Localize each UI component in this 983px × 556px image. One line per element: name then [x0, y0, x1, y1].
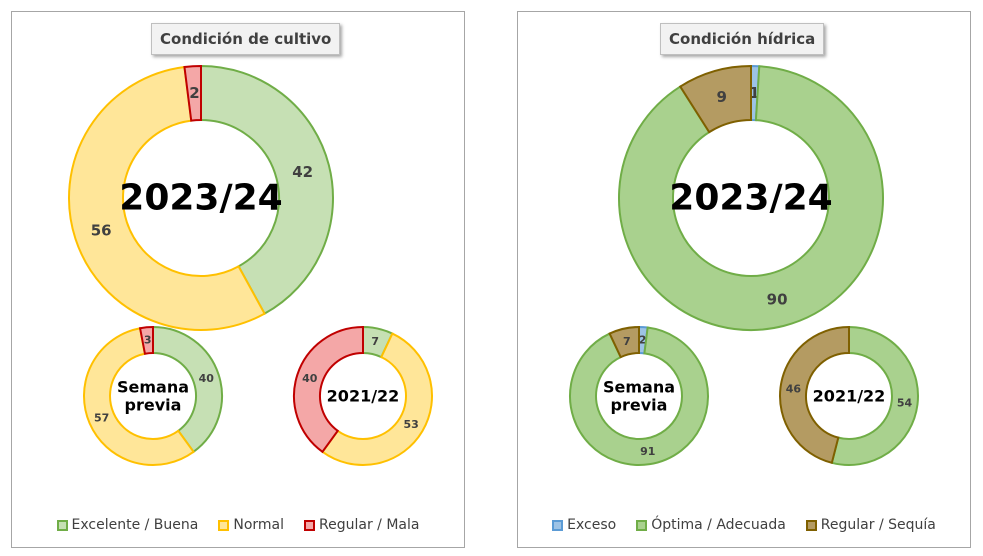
crop-legend-item-2: Normal — [218, 517, 284, 533]
crop-2023-24-slice-1 — [200, 64, 334, 316]
crop-2021-22-value-label-2: 53 — [404, 418, 419, 431]
crop-2021-22-donut: 7 53 40 2021/22 — [293, 325, 433, 466]
crop-semana-previa-slice-2 — [83, 327, 195, 466]
water-semana-previa-donut: 2 91 7 Semana previa — [569, 325, 709, 466]
crop-legend-swatch-2 — [218, 519, 230, 531]
crop-legend-swatch-3 — [304, 519, 316, 531]
crop-semana-previa-value-label-2: 57 — [94, 412, 109, 425]
crop-2021-22-slice-3 — [293, 325, 364, 454]
crop-2023-24-value-label-2: 56 — [91, 221, 112, 239]
water-panel-title: Condición hídrica — [660, 23, 825, 55]
water-semana-previa-value-label-2: 91 — [640, 445, 655, 458]
water-2021-22-value-label-2: 54 — [897, 397, 913, 410]
water-legend-label-2: Óptima / Adecuada — [651, 517, 786, 533]
crop-2023-24-slice-3 — [183, 64, 202, 122]
water-2023-24-center-label: 2023/24 — [669, 178, 832, 219]
water-2023-24-slice-2 — [618, 65, 884, 331]
water-legend-swatch-1 — [552, 519, 564, 531]
crop-2023-24-donut: 42 56 2 2023/24 — [68, 64, 334, 331]
water-semana-previa-slice-3 — [608, 325, 640, 359]
crop-legend-item-1: Excelente / Buena — [56, 517, 199, 533]
crop-legend-label-1: Excelente / Buena — [71, 517, 199, 533]
water-legend-swatch-2 — [636, 519, 648, 531]
water-legend-item-3: Regular / Sequía — [805, 517, 936, 533]
crop-semana-previa-slice-3 — [138, 325, 154, 355]
crop-semana-previa-donut: 40 57 3 Semana previa — [83, 325, 223, 466]
crop-semana-previa-center-label: Semana previa — [117, 377, 189, 414]
crop-2023-24-center-label: 2023/24 — [119, 178, 282, 219]
crop-donut-charts: 42 56 2 2023/24 40 57 3 Semana previa 7 53 40 2021/2… — [68, 64, 433, 466]
crop-2021-22-value-label-3: 40 — [302, 372, 318, 385]
water-2021-22-value-label-3: 46 — [786, 382, 802, 395]
crop-condition-panel: Condición de cultivo 42 56 2 2023/24 40 57 3 Se… — [11, 11, 465, 548]
water-2023-24-donut: 1 90 9 2023/24 — [618, 64, 884, 331]
crop-semana-previa-value-label-1: 40 — [199, 372, 215, 385]
water-semana-previa-slice-2 — [569, 326, 709, 466]
water-2021-22-donut: 54 46 2021/22 — [779, 325, 919, 466]
water-donut-charts: 1 90 9 2023/24 2 91 7 Semana previa 54 46 2021/22 — [569, 64, 919, 466]
crop-2023-24-slice-2 — [68, 65, 266, 331]
water-2023-24-value-label-2: 90 — [767, 291, 788, 309]
crop-legend-item-3: Regular / Mala — [304, 517, 419, 533]
crop-2021-22-slice-2 — [321, 332, 433, 466]
water-2023-24-slice-3 — [678, 64, 752, 134]
crop-2023-24-value-label-1: 42 — [292, 163, 313, 181]
water-legend-label-1: Exceso — [567, 517, 617, 533]
water-semana-previa-value-label-1: 2 — [639, 334, 647, 347]
water-legend-label-3: Regular / Sequía — [820, 517, 936, 533]
crop-legend-label-3: Regular / Mala — [319, 517, 420, 533]
water-semana-previa-center-label: Semana previa — [603, 377, 675, 414]
crop-panel-title: Condición de cultivo — [151, 23, 341, 55]
water-2023-24-value-label-1: 1 — [749, 84, 759, 102]
crop-legend-label-2: Normal — [233, 517, 285, 533]
water-2021-22-slice-2 — [830, 325, 919, 466]
water-2021-22-center-label: 2021/22 — [813, 387, 886, 406]
water-legend-swatch-3 — [805, 519, 817, 531]
crop-legend-swatch-1 — [56, 519, 68, 531]
crop-semana-previa-value-label-3: 3 — [144, 334, 152, 347]
water-2021-22-slice-3 — [779, 325, 850, 465]
water-condition-panel: Condición hídrica 1 90 9 2023/24 2 91 7 Semana p… — [517, 11, 971, 548]
water-legend-item-2: Óptima / Adecuada — [636, 517, 786, 533]
crop-legend: Excelente / Buena Normal Regular / Mala — [12, 517, 464, 533]
crop-semana-previa-slice-1 — [152, 325, 223, 454]
crop-2021-22-center-label: 2021/22 — [327, 387, 400, 406]
crop-2021-22-value-label-1: 7 — [371, 335, 379, 348]
water-legend-item-1: Exceso — [552, 517, 616, 533]
crop-2023-24-value-label-3: 2 — [189, 84, 199, 102]
water-semana-previa-value-label-3: 7 — [623, 335, 631, 348]
water-2023-24-value-label-3: 9 — [716, 88, 726, 106]
water-legend: Exceso Óptima / Adecuada Regular / Sequía — [518, 517, 970, 533]
